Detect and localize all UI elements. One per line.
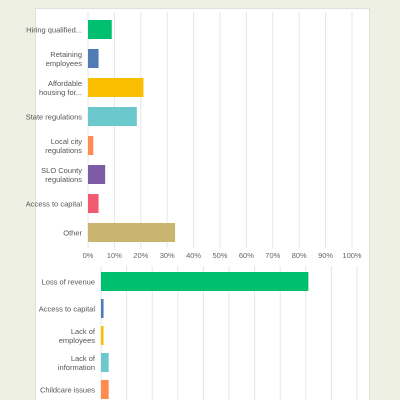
- bar: [88, 223, 176, 242]
- x-tick-label: 90%: [318, 251, 333, 260]
- x-tick-label: 10%: [107, 251, 122, 260]
- x-tick-label: 60%: [239, 251, 254, 260]
- x-tick-label: 40%: [186, 251, 201, 260]
- bar: [101, 353, 109, 372]
- x-tick-label: 50%: [212, 251, 227, 260]
- category-label: Access to capital: [38, 304, 95, 313]
- category-label: State regulations: [25, 112, 82, 121]
- bar: [88, 49, 99, 68]
- x-tick-label: 100%: [342, 251, 362, 260]
- x-tick-label: 80%: [292, 251, 307, 260]
- category-label: Access to capital: [25, 199, 82, 208]
- category-label: Affordable housing for...: [39, 78, 82, 97]
- bar: [101, 326, 104, 345]
- category-label: SLO County regulations: [41, 165, 82, 184]
- category-label: Lack of employees: [58, 326, 95, 345]
- bar: [88, 78, 144, 97]
- category-label: Local city regulations: [45, 136, 82, 155]
- bar: [88, 194, 99, 213]
- x-tick-label: 70%: [265, 251, 280, 260]
- category-label: Loss of revenue: [41, 277, 95, 286]
- x-tick-label: 20%: [133, 251, 148, 260]
- bar: [101, 272, 309, 291]
- category-label: Childcare issues: [39, 385, 95, 394]
- x-tick-label: 30%: [160, 251, 175, 260]
- category-label: Other: [63, 228, 82, 237]
- bar: [88, 107, 137, 126]
- bar: [88, 136, 94, 155]
- bar: [101, 380, 109, 399]
- category-label: Retaining employees: [45, 49, 82, 68]
- category-label: Lack of information: [57, 353, 95, 372]
- x-tick-label: 0%: [83, 251, 94, 260]
- bar: [88, 20, 112, 39]
- bar: [88, 165, 106, 184]
- bar: [101, 299, 104, 318]
- category-label: Hiring qualified...: [26, 25, 82, 34]
